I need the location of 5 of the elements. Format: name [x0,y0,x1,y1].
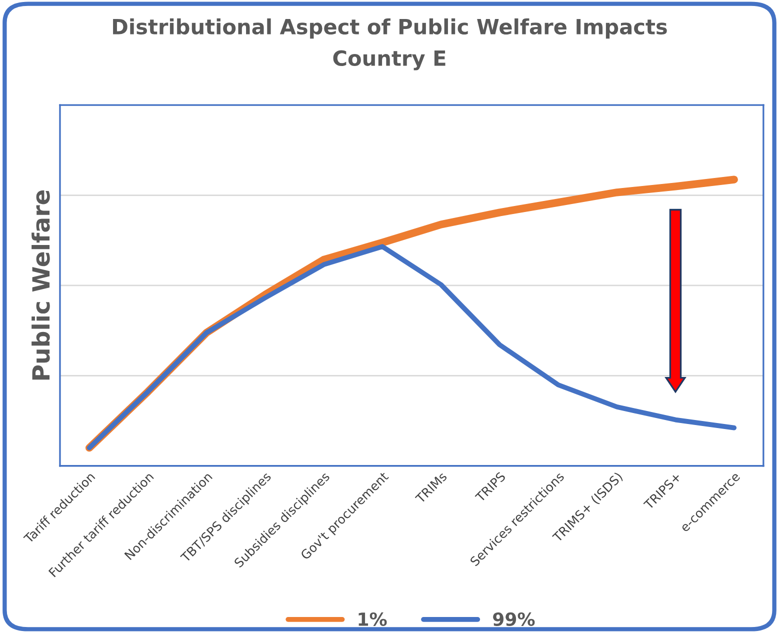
legend-label: 1% [358,612,387,626]
legend-label: 99% [493,612,535,626]
chart-subtitle: Country E [333,50,446,70]
y-axis-title: Public Welfare [32,190,50,380]
chart-title: Distributional Aspect of Public Welfare Impacts [113,18,667,39]
